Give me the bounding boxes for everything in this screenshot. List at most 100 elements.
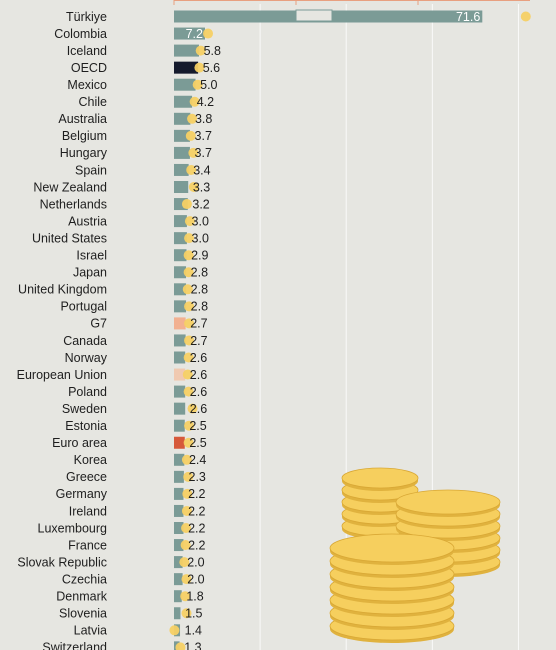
value-label: 5.0 [200,78,217,92]
value-label: 2.0 [187,555,204,569]
dot-marker [182,369,193,380]
bar [174,385,186,398]
dot-marker [181,523,192,533]
category-label: G7 [90,317,107,331]
bar [174,300,187,313]
category-label: Ireland [69,504,107,518]
dot-marker [182,488,193,499]
bar [174,146,190,159]
bar [174,163,189,176]
value-label: 2.3 [189,470,206,484]
category-label: Netherlands [40,197,107,211]
category-label: Colombia [54,27,107,41]
category-label: Slovak Republic [17,555,107,569]
value-label: 2.2 [188,538,205,552]
value-label: 2.2 [188,487,205,501]
top-axis-decoration [173,0,530,5]
bar [174,112,191,125]
dot-marker [181,574,192,585]
dot-marker [181,454,192,465]
dots-layer [169,11,531,650]
dot-marker [188,147,199,158]
dot-marker [520,11,531,22]
value-label: 2.5 [189,436,206,450]
value-label: 2.8 [191,283,208,297]
bar [174,249,187,262]
dot-marker [183,437,194,448]
value-label: 71.6 [456,10,480,24]
value-label: 4.2 [197,95,214,109]
bar [174,487,184,500]
dot-marker [183,471,194,482]
value-label: 2.6 [190,385,207,399]
bar [174,368,186,381]
value-label: 2.2 [188,504,205,518]
bar [174,232,187,245]
category-label: Greece [66,470,107,484]
dot-marker [187,113,198,124]
category-label: Hungary [60,146,108,160]
dot-marker [194,62,205,73]
bar [174,95,193,108]
value-label: 2.4 [189,453,206,467]
category-label: Norway [65,351,108,365]
value-label: 5.8 [204,44,221,58]
category-label: Denmark [56,590,107,604]
category-label: Mexico [67,78,107,92]
labels-layer: Türkiye 71.6 Colombia 7.2 Iceland 5.8 OECD 5.6 M… [17,10,481,650]
bar [174,44,199,57]
dot-marker [203,28,214,39]
dot-marker [195,45,206,56]
category-label: Germany [56,487,108,501]
category-label: Türkiye [66,10,107,24]
category-label: Canada [63,334,107,348]
category-label: Estonia [65,419,107,433]
dot-marker [183,267,194,278]
dot-marker [187,403,198,414]
dot-marker [180,591,191,602]
category-label: Portugal [60,300,107,314]
bar [174,283,187,296]
category-label: Switzerland [42,641,107,650]
category-label: New Zealand [33,180,107,194]
bar [174,351,186,364]
category-label: Iceland [67,44,107,58]
dot-marker [186,164,197,175]
bar [174,573,183,586]
category-label: United Kingdom [18,283,107,297]
category-label: European Union [17,368,107,382]
value-label: 7.2 [186,27,203,41]
value-label: 2.7 [190,334,207,348]
category-label: Czechia [62,572,107,586]
dot-marker [180,540,191,551]
value-label: 2.2 [188,521,205,535]
bar [174,607,181,620]
dot-marker [189,96,200,107]
category-label: Euro area [52,436,107,450]
value-label: 3.7 [195,129,212,143]
value-label: 2.8 [191,300,208,314]
bar [174,334,186,347]
dot-marker [184,335,195,346]
value-label: 1.3 [184,641,201,650]
value-label: 2.5 [189,419,206,433]
category-label: United States [32,231,107,245]
bar [174,453,185,466]
dot-marker [183,250,194,261]
value-label: 2.6 [190,402,207,416]
bar [174,556,183,569]
category-label: Slovenia [59,607,107,621]
category-label: France [68,538,107,552]
bar [174,266,187,279]
value-label: 2.0 [187,572,204,586]
bar [174,522,184,534]
bar [174,27,206,40]
dot-marker [184,233,195,244]
category-label: Austria [68,214,107,228]
bar [174,215,187,228]
value-label: 3.0 [192,231,209,245]
dot-marker [184,420,195,431]
dot-marker [188,182,199,192]
bars-layer [174,9,483,650]
